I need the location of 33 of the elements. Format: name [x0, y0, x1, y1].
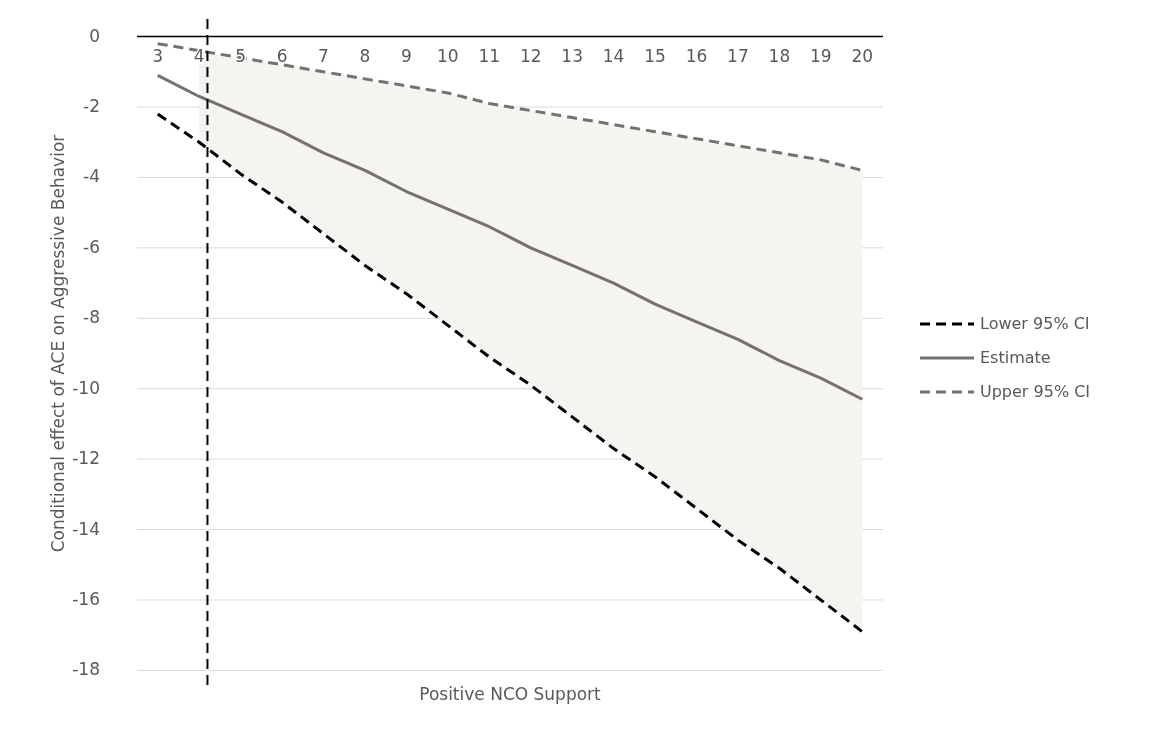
- y-tick-label: -8: [83, 307, 100, 328]
- x-tick-label: 7: [318, 45, 329, 66]
- x-tick-label: 3: [152, 45, 164, 66]
- x-tick-label: 11: [478, 45, 501, 66]
- x-tick-label: 9: [400, 45, 412, 66]
- y-tick-label: -6: [83, 236, 100, 257]
- y-tick-label: -14: [72, 518, 100, 539]
- y-tick-label: -12: [72, 448, 100, 469]
- x-tick-label: 17: [727, 45, 749, 66]
- x-tick-label: 19: [810, 45, 832, 66]
- x-tick-label: 13: [561, 45, 583, 66]
- y-tick-label: 0: [89, 25, 100, 46]
- legend-label: Lower 95% CI: [980, 313, 1090, 333]
- x-tick-label: 10: [437, 45, 459, 66]
- x-tick-label: 4: [193, 45, 205, 66]
- x-tick-label: 20: [851, 45, 874, 66]
- x-tick-label: 8: [359, 45, 371, 66]
- x-tick-label: 12: [519, 45, 542, 66]
- y-tick-label: -4: [83, 166, 100, 187]
- x-axis-title: Positive NCO Support: [419, 684, 602, 704]
- line-series: [156, 73, 864, 401]
- x-tick-label: 15: [644, 45, 666, 66]
- x-tick-label: 14: [602, 45, 625, 66]
- legend-label: Estimate: [980, 347, 1051, 367]
- x-tick-label: 16: [685, 45, 708, 66]
- x-tick-label: 6: [276, 45, 288, 66]
- x-tick-label: 18: [768, 45, 791, 66]
- y-axis-title: Conditional effect of ACE on Aggressive Behavior: [48, 134, 68, 553]
- legend-label: Upper 95% CI: [980, 381, 1091, 401]
- y-tick-label: -10: [72, 377, 100, 398]
- y-tick-label: -2: [83, 96, 100, 117]
- y-tick-label: -16: [72, 588, 100, 609]
- y-tick-label: -18: [72, 659, 100, 680]
